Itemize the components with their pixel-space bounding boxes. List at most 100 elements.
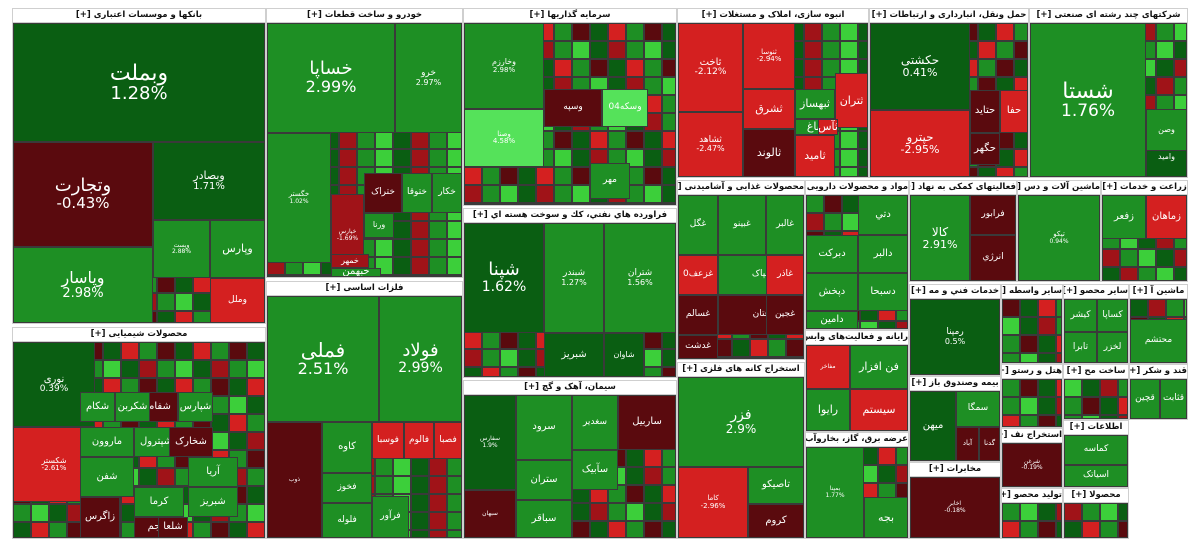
stock-tile[interactable]: شپنا 1.62% xyxy=(464,223,544,333)
stock-tile[interactable]: فصبا xyxy=(434,422,462,459)
minor-stock-tile[interactable] xyxy=(1120,267,1138,281)
minor-stock-tile[interactable] xyxy=(662,167,676,185)
stock-tile[interactable]: شبندر 1.27% xyxy=(544,223,604,333)
minor-stock-tile[interactable] xyxy=(393,257,411,275)
minor-stock-tile[interactable] xyxy=(554,203,572,205)
minor-stock-tile[interactable] xyxy=(447,257,462,275)
minor-stock-tile[interactable] xyxy=(1156,41,1174,59)
minor-stock-tile[interactable] xyxy=(1082,415,1100,419)
minor-stock-tile[interactable] xyxy=(393,458,411,476)
minor-stock-tile[interactable] xyxy=(429,221,447,239)
minor-stock-tile[interactable] xyxy=(429,239,447,257)
minor-stock-tile[interactable] xyxy=(375,131,393,149)
stock-tile[interactable]: ذوب xyxy=(267,422,322,538)
minor-stock-tile[interactable] xyxy=(662,503,676,521)
minor-stock-tile[interactable] xyxy=(1002,299,1020,317)
minor-stock-tile[interactable] xyxy=(860,321,878,329)
minor-stock-tile[interactable] xyxy=(554,59,572,77)
sector-title[interactable]: اطلاعات [+] xyxy=(1064,421,1128,435)
minor-stock-tile[interactable] xyxy=(500,331,518,349)
minor-stock-tile[interactable] xyxy=(662,185,676,203)
stock-tile[interactable]: ختوقا xyxy=(402,173,432,213)
stock-tile[interactable]: سفارس 1.9% xyxy=(464,395,516,490)
minor-stock-tile[interactable] xyxy=(500,203,518,205)
stock-tile[interactable]: فوسبا xyxy=(372,422,404,459)
minor-stock-tile[interactable] xyxy=(1038,503,1056,521)
stock-tile[interactable]: دسبحا xyxy=(858,273,908,311)
minor-stock-tile[interactable] xyxy=(590,59,608,77)
minor-stock-tile[interactable] xyxy=(229,522,247,538)
sector-title[interactable]: سرمایه گذاریها [+] xyxy=(464,9,676,23)
minor-stock-tile[interactable] xyxy=(157,293,175,311)
minor-stock-tile[interactable] xyxy=(996,167,1014,177)
minor-stock-tile[interactable] xyxy=(608,41,626,59)
minor-stock-tile[interactable] xyxy=(1100,397,1118,415)
minor-stock-tile[interactable] xyxy=(978,167,996,177)
minor-stock-tile[interactable] xyxy=(1082,503,1100,521)
minor-stock-tile[interactable] xyxy=(806,195,824,213)
minor-stock-tile[interactable] xyxy=(1002,317,1020,335)
minor-stock-tile[interactable] xyxy=(1064,379,1082,397)
stock-tile[interactable]: فن افزار xyxy=(850,345,908,389)
minor-stock-tile[interactable] xyxy=(590,131,608,149)
stock-tile[interactable]: شستا 1.76% xyxy=(1030,23,1146,177)
minor-stock-tile[interactable] xyxy=(822,23,840,41)
stock-tile[interactable]: اسیاتک xyxy=(1064,465,1128,487)
minor-stock-tile[interactable] xyxy=(139,468,157,486)
stock-tile[interactable]: اخابر -0.18% xyxy=(910,477,1000,538)
minor-stock-tile[interactable] xyxy=(662,521,676,538)
stock-tile[interactable]: ثنوسا -2.94% xyxy=(743,23,795,89)
minor-stock-tile[interactable] xyxy=(1014,41,1028,59)
sector-title[interactable]: محصولات غذایی و آشامیدنی [+] xyxy=(678,181,804,195)
stock-tile[interactable]: سباقر xyxy=(516,500,572,538)
minor-stock-tile[interactable] xyxy=(229,396,247,414)
sector-title[interactable]: فراورده هاي نفتي، كك و سوخت هسته اي [+] xyxy=(464,209,676,223)
minor-stock-tile[interactable] xyxy=(1082,521,1100,538)
minor-stock-tile[interactable] xyxy=(824,213,842,231)
minor-stock-tile[interactable] xyxy=(1002,335,1020,353)
stock-tile[interactable]: خمهر xyxy=(331,254,369,268)
minor-stock-tile[interactable] xyxy=(211,360,229,378)
stock-tile[interactable]: رایوا xyxy=(806,389,850,431)
minor-stock-tile[interactable] xyxy=(157,468,175,486)
minor-stock-tile[interactable] xyxy=(339,167,357,185)
minor-stock-tile[interactable] xyxy=(411,149,429,167)
stock-tile[interactable]: فالوم xyxy=(404,422,434,459)
stock-tile[interactable]: دتي xyxy=(858,195,908,235)
minor-stock-tile[interactable] xyxy=(1038,521,1056,538)
sector-title[interactable]: مواد و محصولات دارویی [+] xyxy=(806,181,908,195)
minor-stock-tile[interactable] xyxy=(1174,23,1187,41)
minor-stock-tile[interactable] xyxy=(1020,521,1038,538)
minor-stock-tile[interactable] xyxy=(103,342,121,360)
stock-tile[interactable]: وصن xyxy=(1146,109,1187,151)
minor-stock-tile[interactable] xyxy=(139,360,157,378)
stock-tile[interactable]: تابرا xyxy=(1064,332,1097,363)
minor-stock-tile[interactable] xyxy=(447,221,462,239)
minor-stock-tile[interactable] xyxy=(644,23,662,41)
stock-tile[interactable]: ثشرق xyxy=(743,89,795,129)
minor-stock-tile[interactable] xyxy=(411,494,429,512)
minor-stock-tile[interactable] xyxy=(1056,299,1062,317)
stock-tile[interactable]: غجين xyxy=(766,295,804,335)
stock-tile[interactable]: شفن xyxy=(80,457,134,497)
stock-tile[interactable]: بمپنا 1.77% xyxy=(806,447,864,538)
stock-tile[interactable]: وصنا 4.58% xyxy=(464,109,544,167)
minor-stock-tile[interactable] xyxy=(1174,77,1187,95)
minor-stock-tile[interactable] xyxy=(247,360,265,378)
minor-stock-tile[interactable] xyxy=(518,167,536,185)
minor-stock-tile[interactable] xyxy=(878,447,896,465)
minor-stock-tile[interactable] xyxy=(572,503,590,521)
minor-stock-tile[interactable] xyxy=(411,476,429,494)
stock-tile[interactable]: غسالم xyxy=(678,295,718,335)
minor-stock-tile[interactable] xyxy=(13,522,31,538)
stock-tile[interactable]: زفعر xyxy=(1102,195,1146,239)
minor-stock-tile[interactable] xyxy=(1174,249,1187,267)
sector-title[interactable]: ماشین آلات و دس [+] xyxy=(1018,181,1100,195)
stock-tile[interactable]: تاصیکو xyxy=(748,467,804,504)
minor-stock-tile[interactable] xyxy=(1020,299,1038,317)
stock-tile[interactable]: ماروون xyxy=(80,427,134,457)
sector-title[interactable]: خدمات فني و مه [+] xyxy=(910,285,1000,299)
minor-stock-tile[interactable] xyxy=(536,167,554,185)
minor-stock-tile[interactable] xyxy=(1038,335,1056,353)
stock-tile[interactable]: ثتران xyxy=(835,73,868,128)
